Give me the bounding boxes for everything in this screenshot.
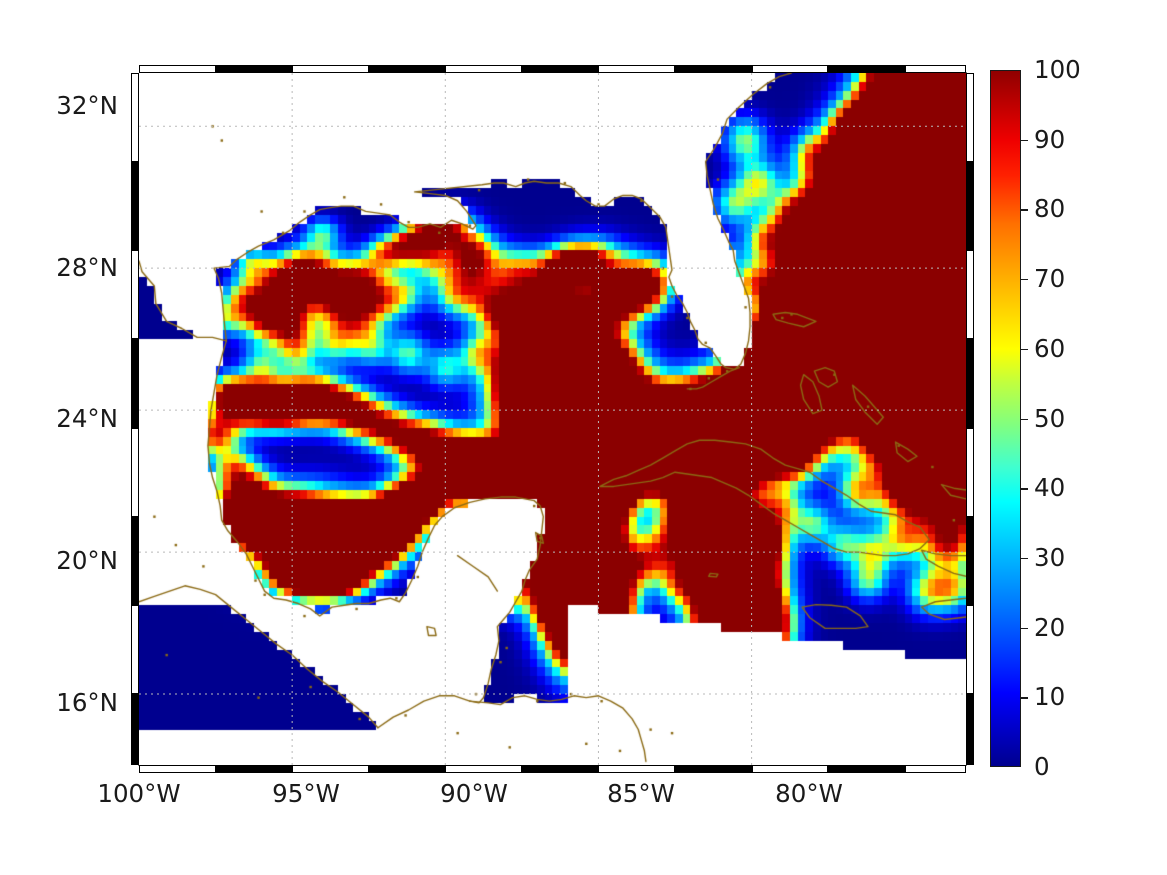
x-tick-label-90W: 90°W	[440, 779, 508, 808]
frame-segment	[139, 65, 216, 73]
colorbar-tick-label-70: 70	[1034, 263, 1066, 293]
y-tick-label-24N: 24°N	[56, 403, 118, 433]
frame-segment	[966, 161, 974, 251]
frame-segment	[904, 65, 966, 73]
colorbar-tick-30	[1021, 557, 1028, 560]
frame-segment	[131, 73, 139, 162]
frame-segment	[131, 339, 139, 428]
frame-segment	[751, 65, 829, 73]
frame-segment	[828, 65, 905, 73]
frame-segment	[675, 765, 752, 773]
y-tick-label-20N: 20°N	[56, 545, 118, 575]
colorbar-tick-20	[1021, 627, 1028, 629]
frame-segment	[521, 65, 599, 73]
x-tick-label-95W: 95°W	[272, 779, 340, 808]
frame-segment	[131, 250, 139, 340]
colorbar-tick-label-80: 80	[1034, 194, 1066, 224]
heatmap-data-layer	[139, 73, 966, 765]
frame-segment	[598, 65, 675, 73]
frame-segment	[215, 765, 293, 773]
colorbar-tick-40	[1021, 488, 1028, 490]
colorbar-tick-10	[1021, 697, 1028, 699]
frame-segment	[139, 765, 216, 773]
colorbar-tick-label-30: 30	[1034, 542, 1066, 572]
colorbar-tick-label-40: 40	[1034, 472, 1066, 502]
x-tick-label-100W: 100°W	[97, 779, 181, 808]
y-tick-label-28N: 28°N	[56, 252, 118, 282]
frame-segment	[521, 765, 599, 773]
frame-segment	[675, 65, 752, 73]
frame-segment	[445, 65, 522, 73]
frame-segment	[368, 765, 446, 773]
map-frame-bottom	[139, 765, 966, 773]
frame-segment	[966, 694, 974, 765]
map-frame-right	[966, 73, 974, 765]
frame-segment	[828, 765, 905, 773]
colorbar-tick-50	[1021, 418, 1028, 420]
frame-segment	[131, 605, 139, 694]
map-axes[interactable]	[139, 73, 966, 765]
frame-segment	[445, 765, 522, 773]
frame-segment	[292, 65, 369, 73]
frame-segment	[966, 516, 974, 606]
frame-segment	[131, 694, 139, 765]
frame-segment	[131, 427, 139, 517]
colorbar-tick-label-50: 50	[1034, 403, 1066, 433]
frame-segment	[966, 250, 974, 340]
frame-segment	[966, 339, 974, 428]
frame-segment	[966, 605, 974, 694]
colorbar-tick-label-60: 60	[1034, 333, 1066, 363]
colorbar-tick-60	[1021, 348, 1028, 351]
map-frame-top	[139, 65, 966, 73]
frame-segment	[292, 765, 369, 773]
frame-segment	[131, 161, 139, 251]
colorbar-tick-label-100: 100	[1034, 54, 1081, 84]
colorbar-tick-90	[1021, 139, 1028, 142]
map-frame-left	[131, 73, 139, 765]
frame-segment	[966, 427, 974, 517]
colorbar-tick-80	[1021, 209, 1028, 211]
colorbar-tick-label-20: 20	[1034, 612, 1066, 642]
frame-segment	[215, 65, 293, 73]
colorbar-tick-label-0: 0	[1034, 751, 1050, 781]
frame-segment	[131, 516, 139, 606]
x-tick-label-85W: 85°W	[607, 779, 675, 808]
y-tick-label-16N: 16°N	[56, 687, 118, 717]
frame-segment	[368, 65, 446, 73]
frame-segment	[904, 765, 966, 773]
colorbar-tick-70	[1021, 279, 1028, 281]
frame-segment	[598, 765, 675, 773]
x-tick-label-80W: 80°W	[775, 779, 843, 808]
y-tick-label-32N: 32°N	[56, 90, 118, 120]
colorbar-gradient	[990, 70, 1021, 767]
colorbar-tick-label-10: 10	[1034, 682, 1066, 712]
colorbar[interactable]: 100 90 80 70 60 50 40 30 20 10 0	[990, 57, 1081, 778]
frame-segment	[966, 73, 974, 162]
colorbar-tick-label-90: 90	[1034, 124, 1066, 154]
frame-segment	[751, 765, 829, 773]
